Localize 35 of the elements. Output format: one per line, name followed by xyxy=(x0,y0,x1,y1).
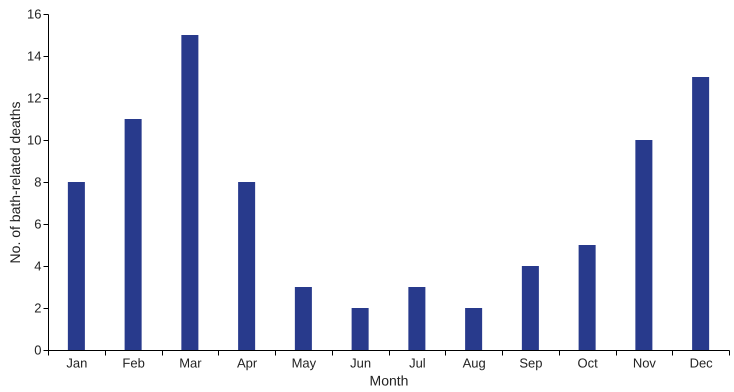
x-tick-label: Feb xyxy=(122,356,145,370)
bar xyxy=(522,266,539,350)
x-tick-label: Jan xyxy=(66,356,88,370)
y-tick-label: 8 xyxy=(34,174,42,190)
bar xyxy=(408,287,426,350)
y-tick-label: 6 xyxy=(34,216,42,232)
bar xyxy=(68,182,85,350)
y-tick-label: 2 xyxy=(34,300,42,316)
x-tick-label: Aug xyxy=(462,356,486,370)
x-tick-label: Dec xyxy=(690,356,714,370)
bar xyxy=(635,140,652,350)
bar xyxy=(465,308,482,350)
y-tick-label: 4 xyxy=(34,258,42,274)
x-tick-label: Oct xyxy=(578,356,598,370)
bar xyxy=(238,182,256,350)
y-tick-label: 12 xyxy=(27,90,42,106)
x-tick-label: Apr xyxy=(237,356,258,370)
x-axis-title: Month xyxy=(370,372,408,388)
x-tick-label: Mar xyxy=(179,356,202,370)
x-tick-label: Sep xyxy=(519,356,542,370)
x-tick-label: Jul xyxy=(409,356,426,370)
y-axis-title: No. of bath-related deaths xyxy=(7,102,24,264)
bar xyxy=(352,308,369,350)
bar xyxy=(124,119,142,350)
y-tick-label: 0 xyxy=(34,342,42,358)
x-tick-label: Nov xyxy=(632,356,656,370)
y-tick-label: 16 xyxy=(27,6,42,22)
bar xyxy=(578,245,596,350)
x-tick-label: May xyxy=(292,356,317,370)
bar xyxy=(692,77,710,350)
y-tick-label: 14 xyxy=(27,48,42,64)
bar xyxy=(181,35,198,350)
y-tick-label: 10 xyxy=(27,132,42,148)
x-tick-label: Jun xyxy=(350,356,372,370)
bar xyxy=(294,287,312,350)
